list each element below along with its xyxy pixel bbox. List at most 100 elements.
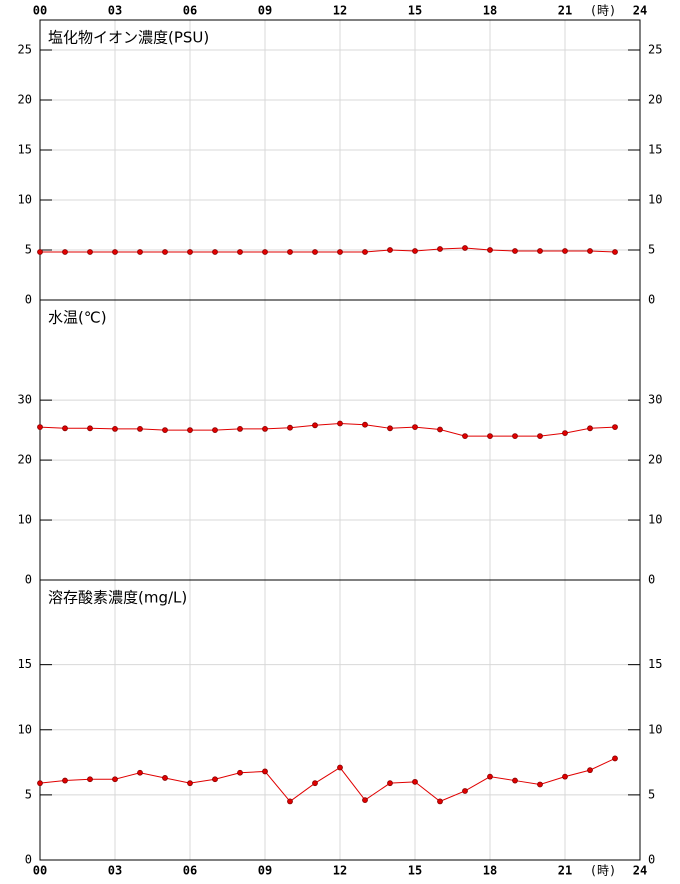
y-tick-label: 25: [648, 43, 662, 57]
data-point: [412, 778, 418, 785]
y-tick-label: 10: [18, 513, 32, 527]
x-unit: (時): [590, 4, 616, 18]
y-tick-label: 15: [18, 657, 32, 671]
data-point: [312, 422, 318, 429]
y-tick-label: 5: [25, 787, 32, 801]
data-point: [387, 247, 393, 253]
data-point: [187, 780, 193, 787]
data-point: [112, 426, 118, 432]
y-tick-label: 10: [18, 722, 32, 736]
data-point: [37, 424, 43, 431]
y-tick-label: 15: [18, 143, 32, 157]
x-tick-label: 09: [258, 864, 272, 878]
x-tick-label: 24: [633, 4, 647, 18]
y-tick-label: 20: [648, 93, 662, 107]
y-tick-label: 0: [25, 573, 32, 587]
x-tick-label: 21: [558, 864, 572, 878]
x-tick-label: 00: [33, 4, 47, 18]
panel-title: 塩化物イオン濃度(PSU): [48, 29, 209, 47]
y-tick-label: 0: [648, 853, 655, 867]
data-point: [287, 424, 293, 431]
data-point: [587, 767, 593, 774]
y-tick-label: 15: [648, 657, 662, 671]
data-point: [487, 433, 493, 440]
data-point: [287, 798, 293, 805]
data-point: [312, 249, 318, 255]
x-tick-label: 06: [183, 864, 197, 878]
x-tick-label: 00: [33, 864, 47, 878]
y-tick-label: 25: [18, 43, 32, 57]
data-point: [62, 425, 68, 432]
data-point: [437, 246, 443, 252]
data-point: [537, 248, 543, 254]
y-tick-label: 5: [648, 243, 655, 257]
data-point: [112, 776, 118, 783]
y-tick-label: 10: [648, 722, 662, 736]
data-point: [362, 421, 368, 428]
data-point: [462, 433, 468, 440]
y-tick-label: 5: [648, 787, 655, 801]
data-point: [287, 249, 293, 255]
data-point: [437, 426, 443, 433]
data-point: [87, 776, 93, 783]
data-point: [137, 426, 143, 432]
x-tick-label: 12: [333, 4, 347, 18]
data-point: [187, 249, 193, 255]
x-tick-label: 21: [558, 4, 572, 18]
data-point: [362, 797, 368, 803]
data-point: [337, 764, 343, 771]
data-point: [212, 249, 218, 255]
y-tick-label: 30: [648, 393, 662, 407]
x-tick-label: 15: [408, 864, 422, 878]
data-point: [37, 249, 43, 255]
data-point: [262, 768, 268, 775]
x-unit: (時): [590, 864, 616, 878]
data-point: [587, 248, 593, 254]
data-point: [337, 420, 343, 427]
data-point: [387, 425, 393, 432]
y-tick-label: 0: [25, 293, 32, 307]
y-tick-label: 30: [18, 393, 32, 407]
data-point: [87, 249, 93, 255]
data-point: [62, 777, 68, 784]
x-tick-label: 12: [333, 864, 347, 878]
y-tick-label: 20: [648, 453, 662, 467]
data-point: [387, 780, 393, 787]
x-tick-label: 24: [633, 864, 647, 878]
data-point: [412, 248, 418, 254]
data-point: [487, 247, 493, 253]
data-point: [462, 788, 468, 794]
y-tick-label: 10: [648, 193, 662, 207]
x-tick-label: 15: [408, 4, 422, 18]
y-tick-label: 0: [648, 573, 655, 587]
data-point: [487, 773, 493, 780]
data-point: [562, 773, 568, 780]
data-point: [237, 249, 243, 255]
data-point: [537, 433, 543, 440]
x-tick-label: 03: [108, 4, 122, 18]
data-point: [162, 249, 168, 255]
data-point: [562, 248, 568, 254]
data-line: [39, 423, 616, 437]
panel-title: 水温(℃): [48, 309, 107, 327]
data-point: [337, 249, 343, 255]
data-point: [312, 780, 318, 787]
data-point: [137, 769, 143, 776]
data-point: [162, 427, 168, 434]
data-point: [162, 775, 168, 781]
data-point: [612, 424, 618, 431]
data-point: [437, 798, 443, 805]
data-point: [462, 245, 468, 251]
data-point: [512, 433, 518, 440]
data-point: [512, 248, 518, 254]
data-point: [612, 755, 618, 762]
x-tick-label: 03: [108, 864, 122, 878]
y-tick-label: 10: [18, 193, 32, 207]
y-tick-label: 20: [18, 93, 32, 107]
data-point: [587, 425, 593, 432]
data-point: [237, 426, 243, 432]
panel-title: 溶存酸素濃度(mg/L): [48, 589, 187, 607]
data-line: [39, 757, 616, 803]
x-tick-label: 06: [183, 4, 197, 18]
data-point: [612, 249, 618, 255]
